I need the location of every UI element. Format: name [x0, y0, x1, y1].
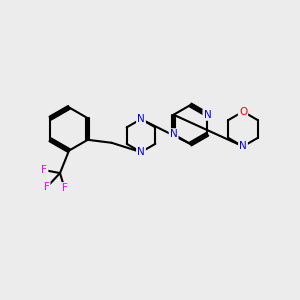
Text: O: O — [239, 106, 247, 117]
Text: N: N — [137, 147, 145, 157]
Text: F: F — [61, 183, 68, 193]
Text: F: F — [41, 165, 47, 175]
Text: N: N — [137, 114, 145, 124]
Text: N: N — [170, 129, 178, 139]
Text: F: F — [44, 182, 50, 193]
Text: N: N — [239, 141, 247, 152]
Text: N: N — [203, 110, 211, 120]
